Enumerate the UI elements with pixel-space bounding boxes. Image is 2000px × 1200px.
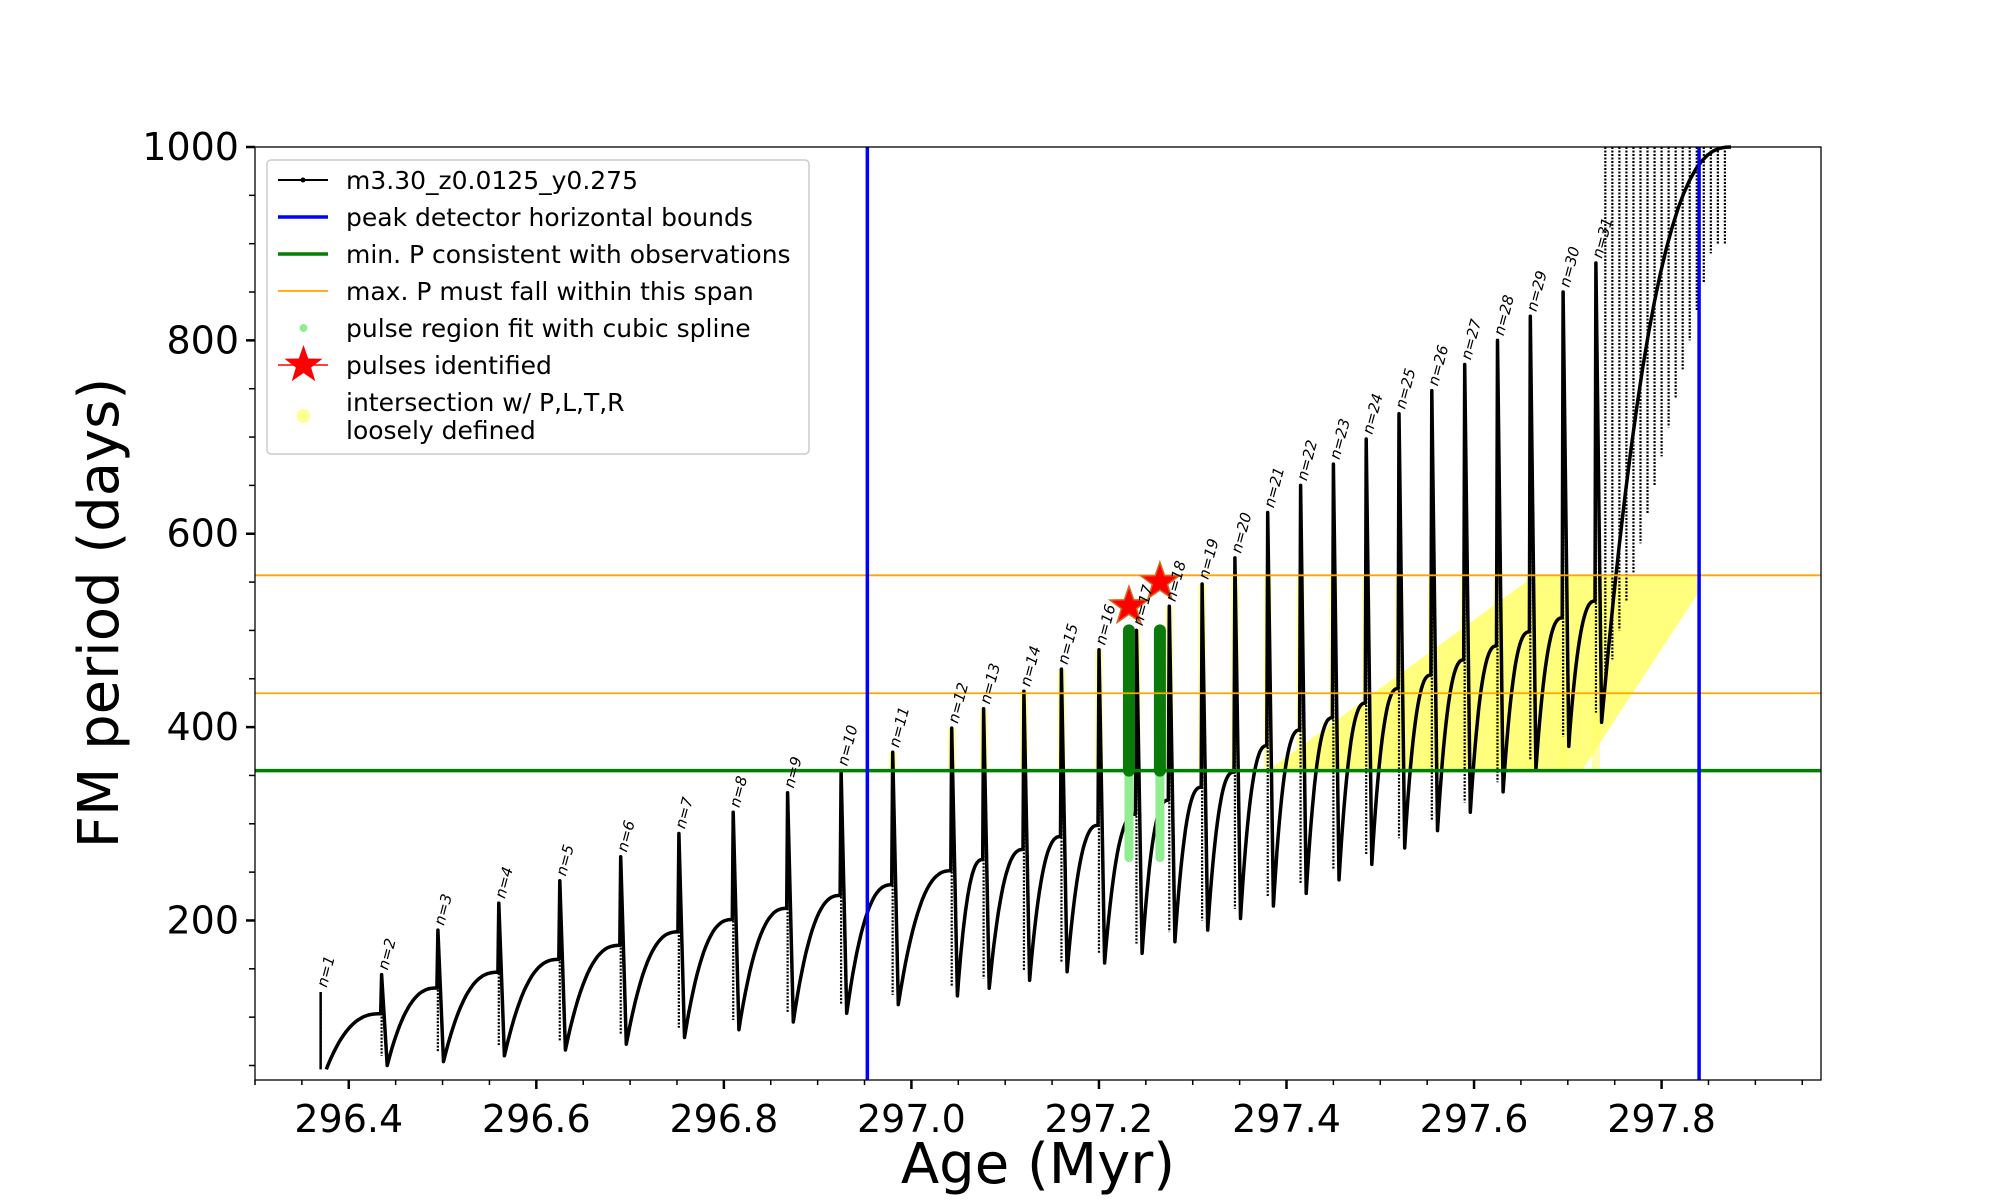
evolutionary-track [324, 145, 1732, 1071]
y-tick-label: 800 [166, 318, 239, 362]
x-tick-label: 297.8 [1607, 1097, 1716, 1141]
x-tick-label: 297.0 [857, 1097, 966, 1141]
y-axis-label: FM period (days) [67, 378, 132, 848]
x-tick-label: 296.8 [669, 1097, 778, 1141]
legend-handle-marker [300, 177, 306, 183]
identified-pulse-star [1138, 559, 1182, 601]
y-tick-label: 200 [166, 898, 239, 942]
y-tick-label: 600 [166, 512, 239, 556]
axis-ticks: 296.4 296.6 296.8 297.0 297.2 297.4 297.6 297.8… [142, 125, 1803, 1141]
legend-label: loosely defined [346, 416, 536, 445]
legend-label: m3.30_z0.0125_y0.275 [346, 166, 638, 195]
y-tick-label: 400 [166, 705, 239, 749]
plot-area: n=1 n=2n=3n=4n=5n=6n=7n=8n=9n=10 n=11n=12 n… [255, 145, 1821, 1080]
legend-label: intersection w/ P,L,T,R [346, 388, 625, 417]
plot-frame [254, 146, 1822, 1081]
x-tick-label: 297.2 [1045, 1097, 1154, 1141]
legend-box [266, 159, 810, 455]
x-axis-label: Age (Myr) [901, 1132, 1175, 1197]
x-tick-label: 297.4 [1232, 1097, 1341, 1141]
legend-handle-star [284, 345, 323, 382]
identified-pulse-star [1107, 583, 1151, 625]
legend-label: pulses identified [346, 351, 552, 380]
legend-label: min. P consistent with observations [346, 240, 791, 269]
legend-label: max. P must fall within this span [346, 277, 754, 306]
y-tick-label: 1000 [142, 125, 239, 169]
x-tick-label: 296.6 [482, 1097, 591, 1141]
legend-label: peak detector horizontal bounds [346, 203, 753, 232]
legend-handle-dot [299, 324, 308, 332]
legend-handle-dot [296, 409, 311, 423]
legend-label: pulse region fit with cubic spline [346, 314, 751, 343]
x-tick-label: 296.4 [294, 1097, 403, 1141]
x-tick-label: 297.6 [1420, 1097, 1529, 1141]
